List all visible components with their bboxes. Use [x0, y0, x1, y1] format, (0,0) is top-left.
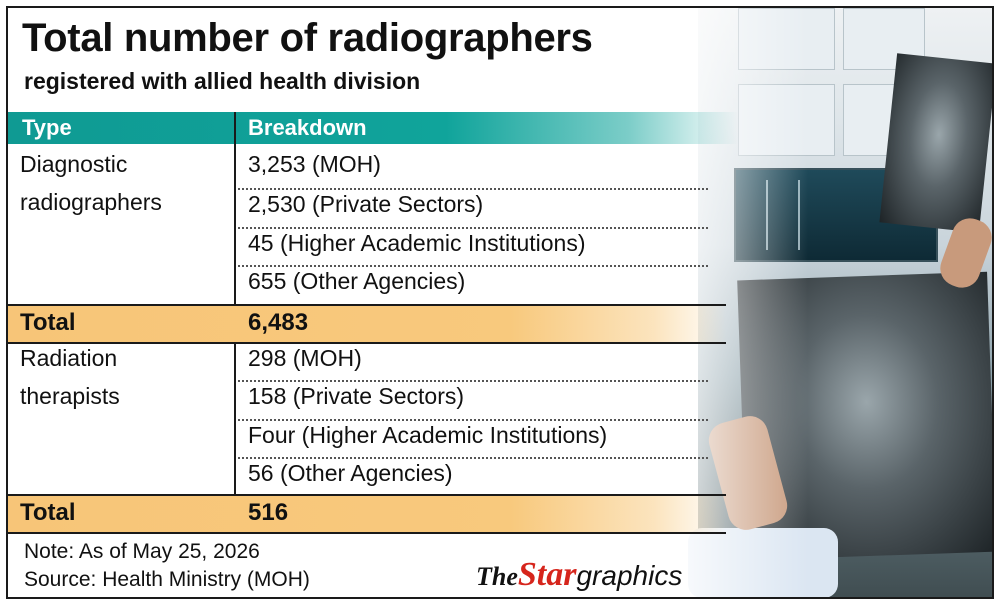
- breakdown-cell: 158 (Private Sectors): [248, 383, 465, 409]
- total-value: 516: [248, 499, 289, 526]
- infographic: Total number of radiographers registered…: [6, 6, 994, 599]
- note-text: Note: As of May 25, 2026: [24, 540, 260, 563]
- breakdown-cell: 298 (MOH): [248, 345, 362, 371]
- table-header: Type Breakdown: [8, 112, 738, 144]
- total-row: Total 516: [8, 494, 726, 534]
- type-cell: Diagnostic: [20, 151, 128, 177]
- total-label: Total: [20, 499, 76, 526]
- chart-title: Total number of radiographers: [22, 16, 593, 60]
- row-separator: [238, 380, 708, 382]
- type-cell: therapists: [20, 383, 120, 409]
- header-breakdown: Breakdown: [248, 115, 367, 140]
- type-cell: radiographers: [20, 189, 162, 215]
- header-type: Type: [22, 115, 72, 140]
- row-separator: [238, 188, 708, 190]
- row-separator: [238, 265, 708, 267]
- type-cell: Radiation: [20, 345, 118, 371]
- logo-the: The: [476, 562, 518, 591]
- total-row: Total 6,483: [8, 304, 726, 344]
- logo-star: Star: [517, 556, 577, 593]
- column-divider: [234, 112, 236, 306]
- breakdown-cell: 56 (Other Agencies): [248, 460, 453, 486]
- xray-film-held: [879, 53, 992, 233]
- logo-graphics: graphics: [576, 560, 683, 591]
- breakdown-cell: 45 (Higher Academic Institutions): [248, 230, 586, 256]
- column-divider: [234, 344, 236, 496]
- row-separator: [238, 227, 708, 229]
- breakdown-cell: 655 (Other Agencies): [248, 268, 466, 294]
- total-label: Total: [20, 309, 76, 336]
- chart-subtitle: registered with allied health division: [24, 68, 421, 94]
- source-text: Source: Health Ministry (MOH): [24, 568, 310, 591]
- breakdown-cell: Four (Higher Academic Institutions): [248, 422, 608, 448]
- total-value: 6,483: [248, 309, 309, 336]
- breakdown-cell: 2,530 (Private Sectors): [248, 191, 484, 217]
- row-separator: [238, 457, 708, 459]
- row-separator: [238, 419, 708, 421]
- breakdown-cell: 3,253 (MOH): [248, 151, 381, 177]
- thestar-graphics-logo: TheStargraphics: [476, 556, 682, 594]
